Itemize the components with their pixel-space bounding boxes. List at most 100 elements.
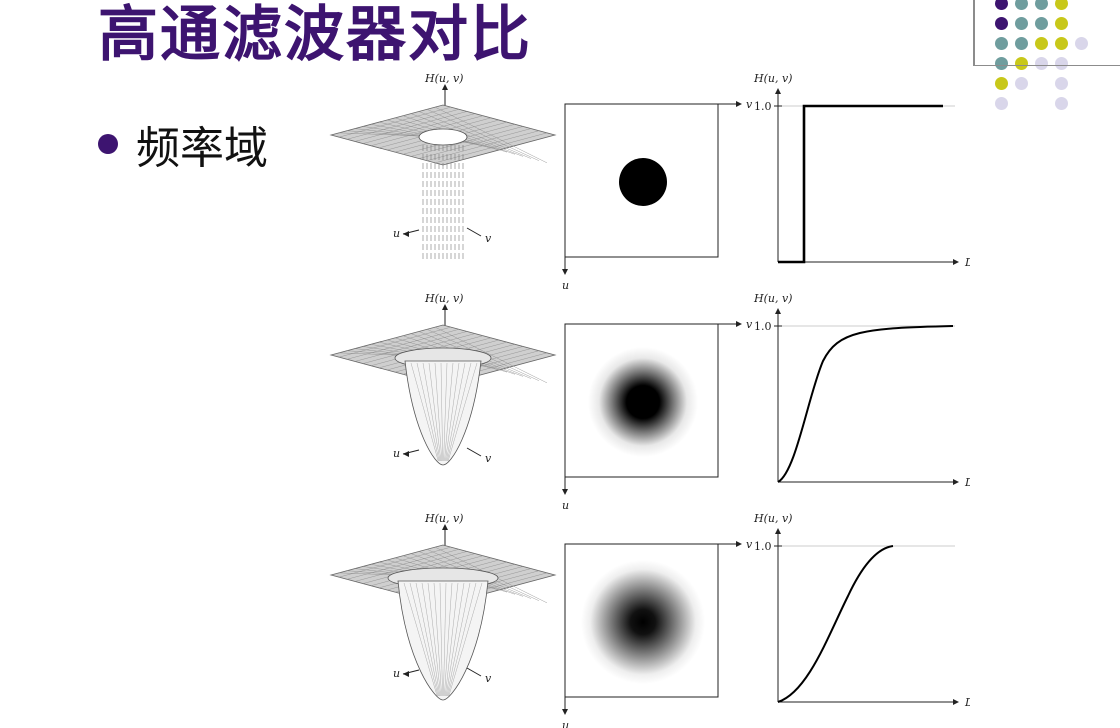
mesh-line [447, 362, 478, 462]
decorative-dot [995, 77, 1008, 90]
profile-x-label: D(u, v) [964, 256, 970, 269]
mesh-line [440, 362, 443, 462]
arrow-head-icon [736, 101, 742, 107]
decorative-dot [1035, 57, 1048, 70]
profile-tick-label: 1.0 [754, 100, 772, 113]
decorative-dot [1055, 77, 1068, 90]
filter-row-butterworth: H(u, v) u v v u H(u, v) D(u, v) 1.0 [329, 292, 970, 512]
profile-x-label: D(u, v) [964, 476, 970, 489]
bullet-text: 频率域 [136, 123, 268, 174]
filter-figure-svg: H(u, v) u v v u H(u, v) D(u, v) 1.0 H(u, v) u v v u H… [329, 72, 970, 728]
arrow-head-icon [775, 528, 781, 534]
decorative-dot [1055, 97, 1068, 110]
decorative-dot [1035, 37, 1048, 50]
mesh-line [447, 362, 472, 462]
decorative-dot [995, 17, 1008, 30]
mesh-line [434, 132, 548, 164]
filter-image-blur [581, 560, 705, 684]
mesh-line [445, 582, 459, 697]
decorative-dot [995, 97, 1008, 110]
image-u-label: u [562, 499, 569, 512]
bullet-dot-icon [98, 134, 118, 154]
image-u-label: u [562, 279, 569, 292]
surface-v-axis [466, 227, 482, 237]
decorative-dot [1015, 77, 1028, 90]
mesh-line [443, 582, 447, 697]
arrow-head-icon [953, 699, 959, 705]
surface-v-axis [466, 447, 482, 457]
surface-bowl [404, 360, 482, 466]
mesh-line [443, 362, 448, 462]
decorative-dot [995, 37, 1008, 50]
decorative-dot [1035, 0, 1048, 10]
arrow-head-icon [736, 321, 742, 327]
arrow-head-icon [442, 524, 448, 530]
mesh-line [427, 582, 441, 697]
mesh-line [446, 362, 466, 462]
profile-curve [777, 325, 954, 483]
surface-v-label: v [485, 672, 492, 685]
arrow-head-icon [953, 259, 959, 265]
profile-curve [777, 545, 894, 703]
surface-u-label: u [393, 227, 400, 240]
mesh-line [434, 326, 548, 384]
arrow-head-icon [775, 308, 781, 314]
decorative-dot [1055, 37, 1068, 50]
decorative-dot [1015, 57, 1028, 70]
image-v-label: v [746, 538, 753, 551]
decorative-dot [1055, 57, 1068, 70]
surface-u-label: u [393, 447, 400, 460]
arrow-head-icon [403, 671, 409, 677]
mesh-line [448, 582, 483, 697]
mesh-line [444, 362, 454, 462]
mesh-line [445, 582, 465, 697]
mesh-line [444, 582, 453, 697]
mesh-line [439, 582, 443, 697]
arrow-head-icon [953, 479, 959, 485]
image-u-label: u [562, 719, 569, 728]
surface-v-label: v [485, 232, 492, 245]
mesh-line [428, 362, 442, 462]
surface-u-label: u [393, 667, 400, 680]
surface-axis-label: H(u, v) [424, 512, 463, 525]
surface-axis-label: H(u, v) [424, 72, 463, 85]
filter-comparison-figure: H(u, v) u v v u H(u, v) D(u, v) 1.0 H(u, v) u v v u H… [325, 62, 970, 728]
mesh-line [410, 113, 524, 157]
profile-x-label: D(u, v) [964, 696, 970, 709]
filter-row-gaussian: H(u, v) u v v u H(u, v) D(u, v) 1.0 [329, 512, 970, 728]
arrow-head-icon [775, 88, 781, 94]
profile-curve [778, 104, 943, 264]
profile-y-label: H(u, v) [753, 72, 792, 85]
mesh-line [433, 582, 442, 697]
surface-v-label: v [485, 452, 492, 465]
decorative-dot [995, 57, 1008, 70]
surface-hole [418, 128, 468, 146]
filter-row-ideal: H(u, v) u v v u H(u, v) D(u, v) 1.0 [329, 72, 970, 292]
decorative-dot [1055, 17, 1068, 30]
surface-v-axis [466, 667, 482, 677]
mesh-line [415, 582, 440, 697]
bullet-item: 频率域 [98, 112, 268, 176]
mesh-line [426, 109, 540, 161]
profile-tick-label: 1.0 [754, 540, 772, 553]
decorative-dot [1015, 0, 1028, 10]
mesh-line [434, 362, 442, 462]
surface-bowl [397, 580, 489, 701]
arrow-head-icon [562, 709, 568, 715]
mesh-line [445, 362, 460, 462]
filter-image-blur [588, 347, 698, 457]
arrow-head-icon [403, 231, 409, 237]
decorative-dot [1055, 0, 1068, 10]
profile-y-label: H(u, v) [753, 292, 792, 305]
decorative-vertical-line [973, 0, 975, 66]
arrow-head-icon [442, 304, 448, 310]
arrow-head-icon [442, 84, 448, 90]
mesh-line [421, 582, 441, 697]
mesh-line [416, 362, 440, 462]
profile-tick-label: 1.0 [754, 320, 772, 333]
surface-axis-label: H(u, v) [424, 292, 463, 305]
mesh-line [418, 128, 532, 159]
mesh-line [409, 582, 439, 697]
decorative-dot [1075, 37, 1088, 50]
decorative-dot [1015, 17, 1028, 30]
